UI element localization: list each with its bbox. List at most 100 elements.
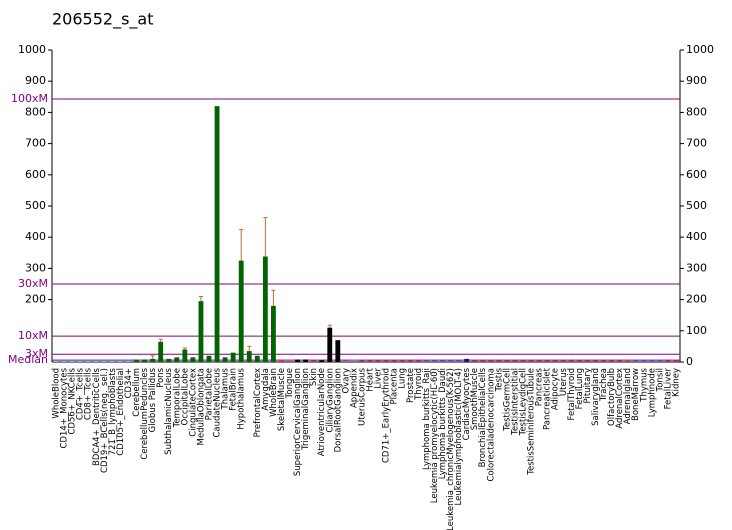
y-tick-label: 0 [686,355,693,368]
bar [61,360,67,362]
bar [93,360,99,362]
y-tick-label: 200 [25,293,46,306]
x-tick-label: Trachea [599,368,609,402]
bar [351,359,357,362]
x-tick-label: Leukemia_chronicMyelogenous(K-562) [446,368,456,530]
x-tick-label: Appendix [349,368,359,408]
bar [633,360,639,362]
bar [359,360,365,362]
x-tick-label: Thymus [639,367,649,402]
x-tick-label: WholeBrain [269,368,279,417]
bar [279,359,284,362]
bar [77,360,83,362]
x-tick-label: FetalBrain [229,368,239,411]
x-tick-label: BronchialEpithelialCells [478,367,488,467]
bar [109,360,115,362]
bar [198,301,204,362]
bar [641,360,647,362]
x-tick-label: TestisSeminiferousTubule [527,368,537,476]
x-tick-label: OccipitalLobe [180,368,190,425]
y-tick-label: 200 [686,293,707,306]
bar [576,360,582,362]
y-tick-label: 500 [25,199,46,212]
bar [456,360,462,362]
x-tick-label: Pituitary [583,368,593,403]
bar [375,360,381,362]
x-tick-label: TestisInterstitial [510,368,520,436]
bar [560,360,566,362]
x-tick-label: Thalamus [221,367,231,410]
x-tick-label: Tonsil [655,368,665,393]
bar [552,360,558,362]
y-tick-label: 100 [686,324,707,337]
x-tick-label: ParietalLobe [205,368,215,420]
x-tick-label: CD4+_Tcells [76,367,86,420]
x-tick-label: TestisGermCell [502,368,512,432]
x-tick-label: Colorectaladenocarcinoma [486,368,496,482]
x-tick-label: TemporalLobe [172,368,182,428]
bar [649,360,655,362]
bar [496,360,502,362]
y-tick-label: 700 [686,137,707,150]
x-tick-label: FetalLiver [663,368,673,410]
x-tick-label: SuperiorCervicalGanglion [293,368,303,476]
bar [480,360,486,362]
bar [584,360,590,362]
x-tick-label: FetalLung [575,368,585,409]
bar [673,360,679,362]
x-tick-label: WholeBlood [52,368,62,419]
x-tick-label: Prostate [406,368,416,403]
bar [432,360,437,362]
x-tick-label: Kidney [671,368,681,397]
bar [665,360,671,362]
x-tick-label: Lymphoma burkitts_Raji [422,368,432,470]
x-tick-label: Adrenalgland [623,368,633,424]
x-tick-label: Uterus [559,367,569,396]
bar [158,341,164,362]
bar [118,360,123,362]
bar [407,360,413,362]
bar [214,106,220,362]
x-tick-label: FetalThyroid [567,368,577,420]
bar [222,357,228,362]
bar [254,355,260,362]
bar [230,352,236,362]
reference-label: 3xM [25,347,48,360]
y-tick-label: 700 [25,137,46,150]
bar [512,360,518,362]
x-tick-label: CiliaryGanglion [325,368,335,433]
bar [609,360,614,362]
x-tick-label: Lymphoma burkitts_Daudi [438,368,448,479]
x-tick-label: CD56+_NKCells [68,367,78,434]
x-tick-label: CaudateNucleus [213,367,223,437]
bar [174,357,180,362]
bar [367,360,373,362]
bar [85,360,91,362]
x-tick-label: Thyroid [414,368,424,401]
x-tick-label: CD34+ [124,368,134,398]
chart-title: 206552_s_at [52,10,154,30]
bar [520,360,526,362]
bar [101,360,107,362]
x-tick-label: BDCA4+_DentriticCells [92,367,102,466]
x-tick-label: PrefrontalCortex [253,368,263,437]
x-tick-label: PancreaticIslet [543,367,553,430]
bar [53,360,59,362]
reference-label: Median [8,353,48,366]
x-tick-label: Tongue [285,368,295,399]
x-tick-label: Leukemialymphoblastic(MOLT-4) [454,368,464,505]
bar [166,358,172,362]
bar [593,360,598,362]
x-tick-label: DorsalRootGanglion [333,368,343,452]
bar [536,360,542,362]
x-tick-label: CD8+_Tcells [84,367,94,420]
y-tick-label: 800 [25,105,46,118]
y-tick-label: 800 [686,105,707,118]
x-tick-label: Liver [374,368,384,389]
x-tick-label: SkeletalMuscle [277,368,287,431]
y-tick-label: 1000 [686,43,714,56]
bar [472,360,478,362]
y-tick-label: 400 [686,230,707,243]
bar [206,355,212,362]
